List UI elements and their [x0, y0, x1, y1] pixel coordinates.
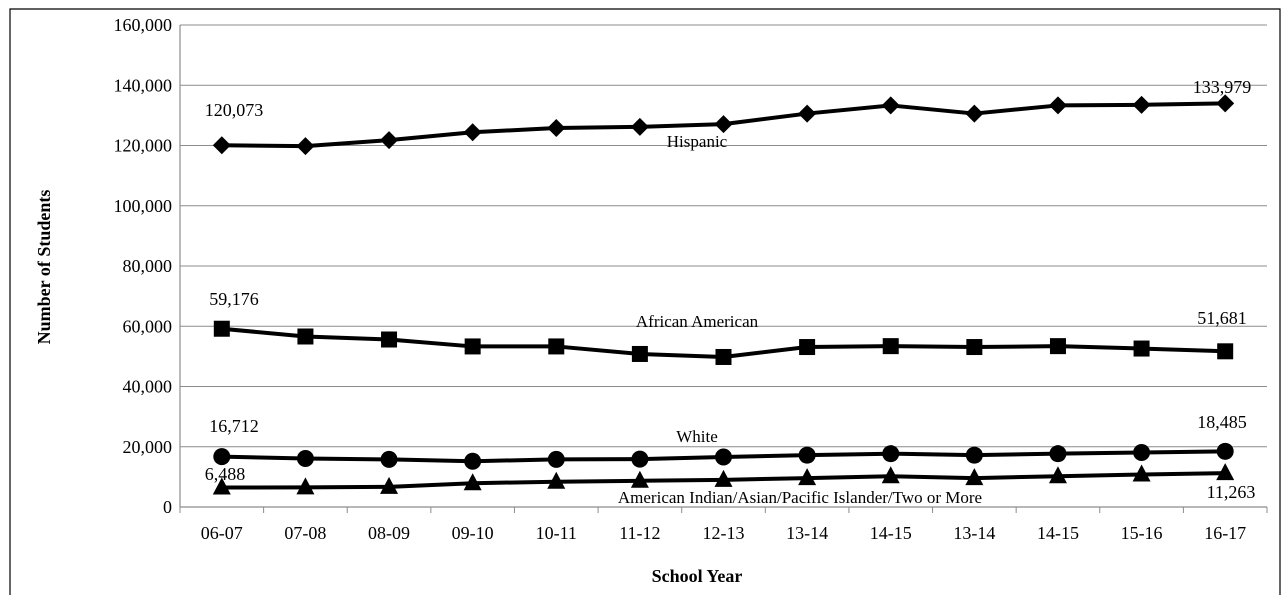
diamond-marker	[463, 123, 482, 142]
series-name-label: White	[676, 427, 718, 446]
square-marker	[715, 348, 732, 365]
x-tick-label: 11-12	[619, 523, 660, 543]
square-marker	[799, 339, 816, 356]
y-tick-label: 140,000	[114, 75, 173, 95]
x-tick-label: 08-09	[368, 523, 410, 543]
diamond-marker	[380, 131, 399, 150]
diamond-marker	[1216, 94, 1235, 113]
square-marker	[966, 339, 983, 356]
square-marker	[631, 345, 648, 362]
x-tick-label: 14-15	[1037, 523, 1079, 543]
x-tick-label: 14-15	[870, 523, 912, 543]
square-marker	[1049, 338, 1066, 355]
series-name-label: Hispanic	[667, 132, 728, 151]
last-value-label: 133,979	[1193, 77, 1252, 97]
triangle-marker	[212, 477, 231, 495]
triangle-marker	[714, 469, 733, 487]
last-value-label: 11,263	[1207, 482, 1256, 502]
series-3	[212, 463, 1235, 495]
y-tick-label: 100,000	[114, 196, 173, 216]
circle-marker	[296, 449, 314, 467]
diamond-marker	[1048, 96, 1067, 115]
circle-marker	[715, 448, 732, 466]
square-marker	[297, 328, 314, 345]
triangle-marker	[881, 466, 900, 484]
triangle-marker	[1216, 463, 1235, 481]
circle-marker	[631, 450, 649, 468]
y-tick-label: 60,000	[123, 316, 173, 336]
y-axis-title: Number of Students	[34, 190, 54, 345]
x-tick-label: 10-11	[536, 523, 577, 543]
triangle-marker	[380, 476, 399, 494]
x-tick-label: 15-16	[1121, 523, 1163, 543]
y-tick-label: 80,000	[123, 256, 173, 276]
y-tick-label: 20,000	[123, 437, 173, 457]
square-marker	[882, 338, 899, 355]
circle-marker	[798, 446, 816, 464]
x-axis-title: School Year	[652, 566, 743, 586]
square-marker	[548, 338, 565, 355]
triangle-marker	[547, 471, 566, 489]
x-tick-label: 16-17	[1204, 523, 1246, 543]
diamond-marker	[1132, 95, 1151, 114]
circle-marker	[1133, 443, 1151, 461]
y-tick-label: 120,000	[114, 136, 173, 156]
first-value-label: 6,488	[205, 464, 246, 484]
circle-marker	[213, 448, 231, 466]
series-name-label: American Indian/Asian/Pacific Islander/T…	[618, 488, 982, 507]
triangle-marker	[463, 473, 482, 491]
diamond-marker	[296, 137, 315, 156]
circle-marker	[464, 452, 482, 470]
series-0	[212, 94, 1235, 156]
circle-marker	[882, 445, 900, 463]
diamond-marker	[212, 136, 231, 155]
first-value-label: 16,712	[209, 416, 259, 436]
series-1	[213, 320, 1234, 365]
triangle-marker	[1048, 466, 1067, 484]
first-value-label: 120,073	[205, 100, 264, 120]
square-marker	[381, 331, 398, 348]
diamond-marker	[714, 115, 733, 134]
triangle-marker	[630, 470, 649, 488]
chart-border	[9, 8, 1281, 595]
diamond-marker	[547, 119, 566, 138]
y-tick-label: 0	[163, 497, 172, 517]
diamond-marker	[630, 117, 649, 136]
triangle-marker	[1132, 464, 1151, 482]
series-name-label: African American	[636, 312, 759, 331]
circle-marker	[1049, 445, 1067, 463]
circle-marker	[965, 446, 983, 464]
square-marker	[464, 338, 481, 355]
first-value-label: 59,176	[209, 289, 259, 309]
circle-marker	[380, 450, 398, 468]
triangle-marker	[798, 468, 817, 486]
triangle-marker	[296, 477, 315, 495]
series-2	[213, 442, 1234, 470]
diamond-marker	[881, 96, 900, 115]
y-tick-label: 160,000	[114, 15, 173, 35]
square-marker	[1133, 340, 1150, 357]
x-tick-label: 07-08	[284, 523, 326, 543]
x-tick-label: 13-14	[953, 523, 995, 543]
x-tick-label: 12-13	[703, 523, 745, 543]
last-value-label: 18,485	[1197, 412, 1247, 432]
circle-marker	[1216, 442, 1234, 460]
circle-marker	[547, 450, 565, 468]
diamond-marker	[798, 104, 817, 123]
triangle-marker	[965, 468, 984, 486]
y-tick-label: 40,000	[123, 377, 173, 397]
x-tick-label: 09-10	[452, 523, 494, 543]
diamond-marker	[965, 104, 984, 123]
x-tick-label: 06-07	[201, 523, 243, 543]
x-tick-label: 13-14	[786, 523, 828, 543]
square-marker	[213, 320, 230, 337]
square-marker	[1217, 343, 1234, 360]
last-value-label: 51,681	[1197, 308, 1247, 328]
